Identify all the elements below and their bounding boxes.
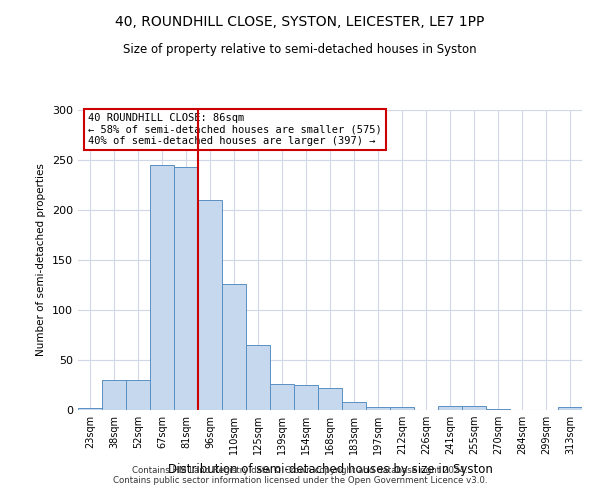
Bar (486, 409, 510, 410)
Bar (246, 345, 270, 410)
Bar (150, 165, 174, 410)
X-axis label: Distribution of semi-detached houses by size in Syston: Distribution of semi-detached houses by … (167, 462, 493, 475)
Text: Contains HM Land Registry data © Crown copyright and database right 2024.
Contai: Contains HM Land Registry data © Crown c… (113, 466, 487, 485)
Y-axis label: Number of semi-detached properties: Number of semi-detached properties (37, 164, 46, 356)
Bar (294, 385, 318, 410)
Bar (270, 384, 294, 410)
Bar (558, 407, 582, 410)
Bar (102, 380, 126, 410)
Bar (342, 402, 366, 410)
Bar (462, 406, 486, 410)
Bar (126, 380, 150, 410)
Bar (198, 200, 222, 410)
Text: 40 ROUNDHILL CLOSE: 86sqm
← 58% of semi-detached houses are smaller (575)
40% of: 40 ROUNDHILL CLOSE: 86sqm ← 58% of semi-… (88, 113, 382, 146)
Bar (438, 406, 462, 410)
Bar (366, 407, 390, 410)
Bar (78, 408, 102, 410)
Text: 40, ROUNDHILL CLOSE, SYSTON, LEICESTER, LE7 1PP: 40, ROUNDHILL CLOSE, SYSTON, LEICESTER, … (115, 15, 485, 29)
Bar (318, 388, 342, 410)
Text: Size of property relative to semi-detached houses in Syston: Size of property relative to semi-detach… (123, 42, 477, 56)
Bar (390, 407, 414, 410)
Bar (174, 167, 198, 410)
Bar (222, 284, 246, 410)
